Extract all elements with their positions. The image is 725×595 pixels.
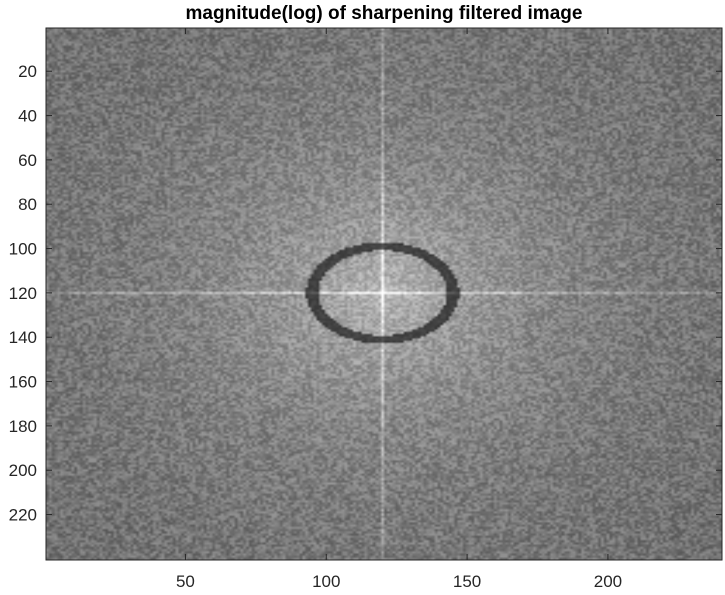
y-tick-label: 100 — [9, 240, 37, 259]
y-tick-label: 20 — [18, 62, 37, 81]
x-tick-label: 200 — [594, 572, 622, 591]
y-axis: 20 40 60 80 100 120 140 160 180 200 220 — [9, 62, 722, 525]
chart-title: magnitude(log) of sharpening filtered im… — [186, 3, 583, 24]
y-tick-label: 140 — [9, 328, 37, 347]
y-tick-label: 180 — [9, 417, 37, 436]
y-tick-label: 200 — [9, 461, 37, 480]
spectrum-image — [46, 28, 722, 560]
x-tick-label: 50 — [176, 572, 195, 591]
x-axis: 50 100 150 200 — [176, 28, 622, 591]
y-tick-label: 220 — [9, 506, 37, 525]
axes-box — [45, 27, 723, 561]
y-tick-label: 60 — [18, 151, 37, 170]
plot-area — [45, 27, 723, 561]
x-tick-label: 150 — [453, 572, 481, 591]
y-tick-label: 120 — [9, 284, 37, 303]
x-tick-label: 100 — [312, 572, 340, 591]
y-tick-label: 160 — [9, 373, 37, 392]
y-tick-label: 80 — [18, 195, 37, 214]
y-tick-label: 40 — [18, 107, 37, 126]
